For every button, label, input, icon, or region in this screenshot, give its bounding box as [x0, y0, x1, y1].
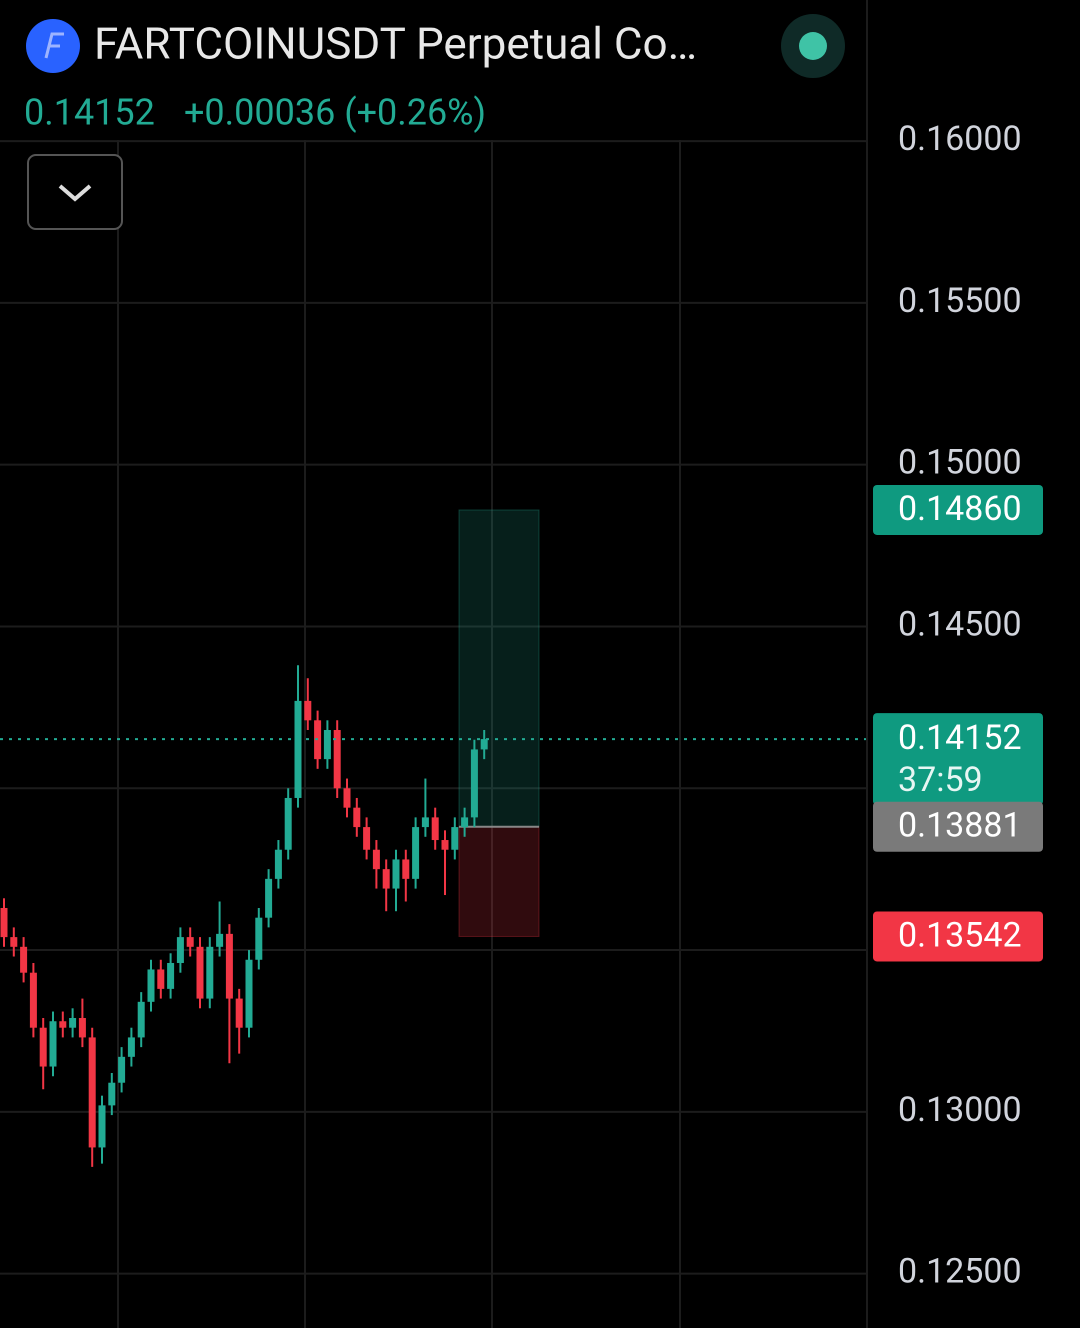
loss-zone: [458, 826, 540, 937]
candle-body: [470, 749, 478, 818]
candle-body: [235, 998, 243, 1028]
candle-body: [304, 700, 312, 721]
candle-body: [98, 1105, 106, 1148]
candle-body: [147, 969, 155, 1002]
y-tick-label: 0.14500: [898, 604, 1022, 644]
plot: [0, 140, 866, 1275]
candle-body: [10, 937, 18, 947]
candle-body: [29, 972, 37, 1028]
candle-body: [118, 1056, 126, 1083]
current-price-label: 0.14152: [898, 718, 1022, 758]
price-box-label: 0.14860: [898, 489, 1022, 529]
candle-body: [363, 827, 371, 850]
price-box: [873, 911, 1043, 962]
status-dot: [799, 32, 827, 60]
candle-body: [39, 1027, 47, 1067]
candle-body: [402, 859, 410, 879]
candle-body: [480, 739, 488, 750]
price-box-label: 0.13542: [898, 915, 1022, 955]
chevron: [58, 184, 92, 202]
candle-body: [157, 969, 165, 989]
countdown-label: 37:59: [898, 760, 983, 800]
logo-glyph: [44, 32, 64, 59]
candle-body: [353, 807, 361, 828]
y-tick-label: 0.15000: [898, 443, 1022, 483]
candle-body: [167, 962, 175, 989]
candle-body: [265, 878, 273, 918]
candle-body: [225, 933, 233, 999]
candle-body: [88, 1037, 96, 1148]
candle-body: [382, 869, 390, 889]
symbol-title[interactable]: FARTCOINUSDT Perpetual Co…: [94, 18, 697, 70]
candle-body: [461, 817, 469, 828]
candle-body: [108, 1082, 116, 1106]
candle-body: [421, 817, 429, 828]
candle-body: [294, 700, 302, 798]
price-box-label: 0.13881: [898, 806, 1022, 846]
price-axis: 0.160000.155000.150000.145000.140000.135…: [873, 119, 1043, 1292]
candle-body: [137, 1001, 145, 1038]
candle-body: [323, 730, 331, 760]
y-tick-label: 0.12500: [898, 1252, 1022, 1292]
y-tick-label: 0.15500: [898, 281, 1022, 321]
candle-body: [127, 1037, 135, 1057]
header-bg: [0, 0, 866, 140]
price-box: [873, 484, 1043, 535]
collapse-button[interactable]: [27, 154, 123, 230]
candle-body: [372, 849, 380, 870]
candle-body: [206, 946, 214, 999]
candle-body: [78, 1018, 86, 1038]
candle-body: [451, 827, 459, 850]
last-price: 0.14152: [24, 92, 155, 134]
price-change: +0.00036 (+0.26%): [184, 92, 486, 134]
candle-body: [69, 1018, 77, 1028]
candle-body: [431, 817, 439, 841]
candle-body: [216, 933, 224, 947]
candle-body: [20, 946, 28, 973]
candle-body: [333, 730, 341, 789]
candle-body: [255, 917, 263, 960]
candle-body: [343, 788, 351, 808]
candle-body: [49, 1021, 57, 1067]
y-tick-label: 0.13000: [898, 1090, 1022, 1130]
candle-body: [274, 849, 282, 879]
candle-body: [0, 907, 8, 938]
candle-body: [59, 1021, 67, 1028]
candle-body: [245, 959, 253, 1028]
candle-body: [441, 840, 449, 850]
candle-body: [284, 797, 292, 850]
current-price-box: [873, 713, 1043, 806]
price-box: [873, 801, 1043, 852]
candle-body: [412, 827, 420, 879]
candle-body: [176, 937, 184, 963]
candle-body: [392, 859, 400, 889]
y-tick-label: 0.16000: [898, 119, 1022, 159]
candle-body: [196, 946, 204, 999]
candle-body: [186, 937, 194, 947]
